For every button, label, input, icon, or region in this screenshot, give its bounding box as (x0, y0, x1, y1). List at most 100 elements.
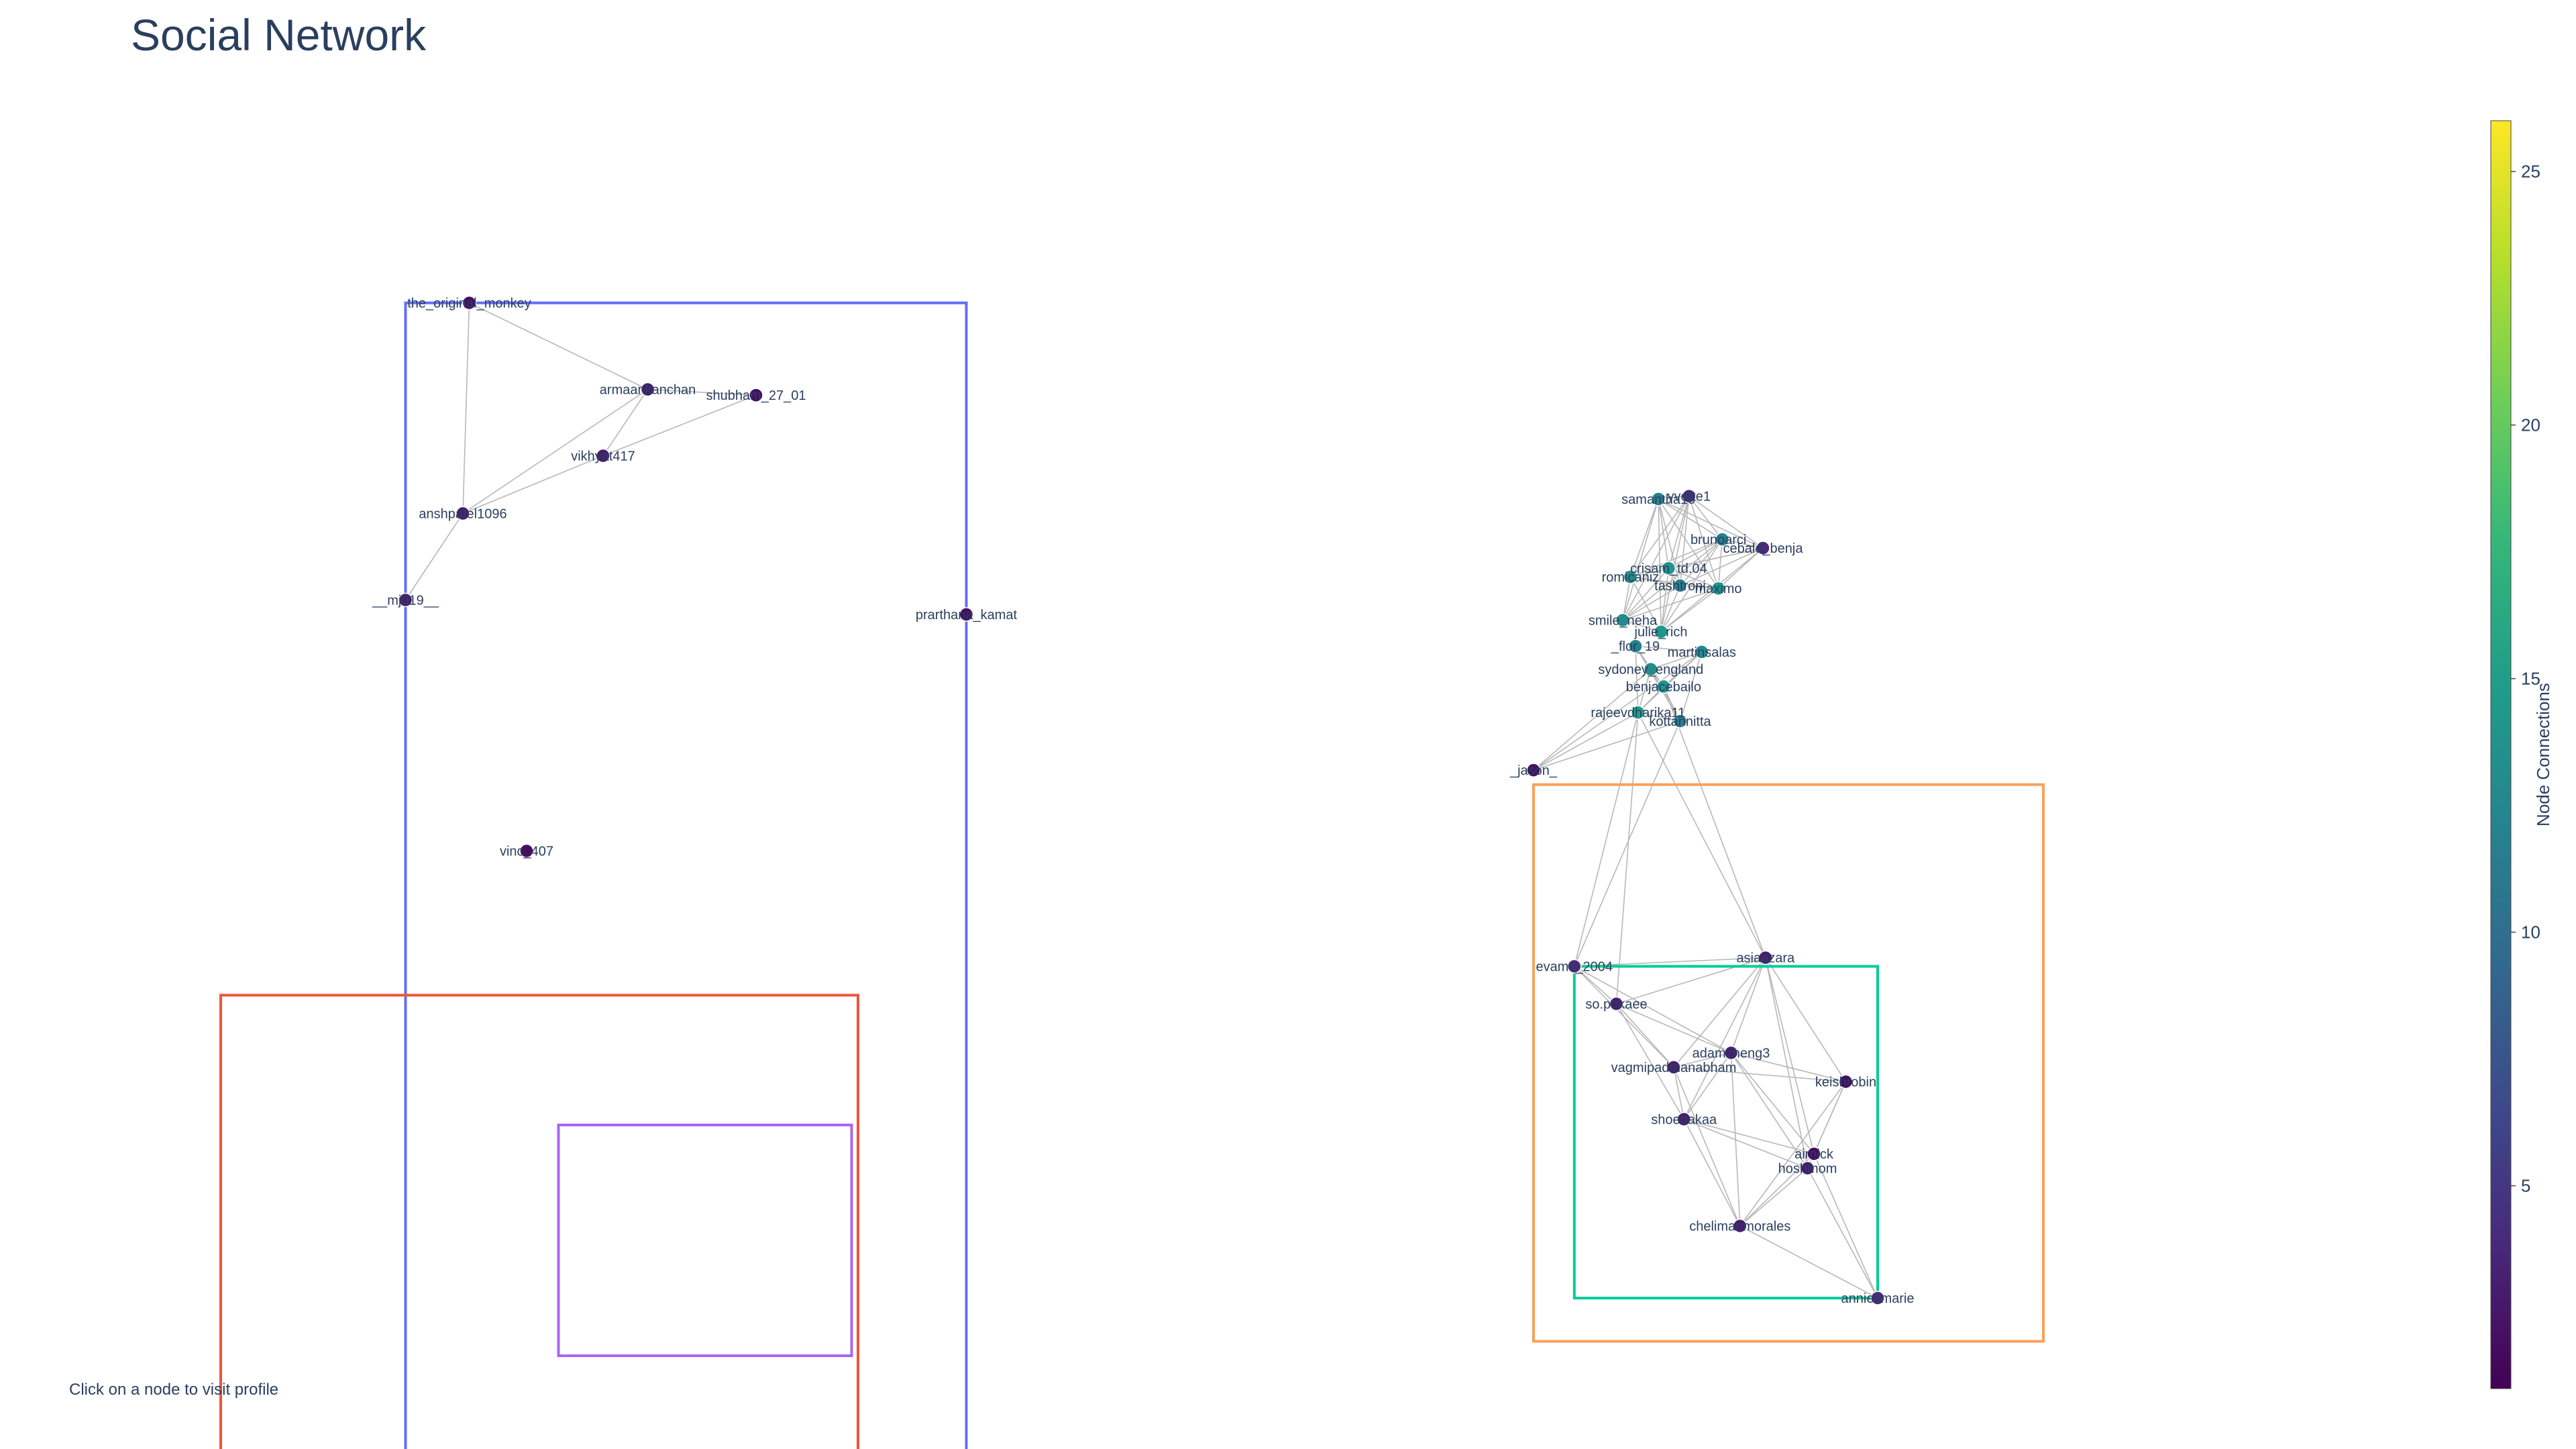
node-label: brunoarci_ (1690, 533, 1754, 547)
edge (1688, 496, 1719, 589)
edge (1574, 720, 1681, 967)
node-marker[interactable] (1800, 1161, 1815, 1176)
node-label: vinc_407 (500, 845, 553, 859)
edge (647, 388, 757, 396)
edge (1533, 720, 1680, 771)
edge (1574, 965, 1731, 1054)
edge (1622, 496, 1690, 621)
edge (1739, 1081, 1847, 1226)
node-marker[interactable] (1715, 532, 1729, 547)
edge (1658, 498, 1670, 569)
node-marker[interactable] (455, 506, 470, 521)
node-marker[interactable] (398, 592, 413, 608)
node-marker[interactable] (1631, 705, 1646, 720)
node-label: smile_neha (1589, 614, 1658, 629)
node-marker[interactable] (1723, 1045, 1739, 1061)
node-marker[interactable] (959, 607, 974, 622)
edge (1679, 539, 1723, 586)
node-marker[interactable] (1654, 624, 1668, 639)
node-label: benjacebailo (1626, 680, 1701, 694)
node-marker[interactable] (749, 388, 763, 402)
node-marker[interactable] (640, 382, 655, 397)
node-marker[interactable] (596, 448, 610, 464)
node-marker[interactable] (1756, 541, 1770, 555)
node-marker[interactable] (1733, 1218, 1748, 1234)
node-marker[interactable] (1651, 492, 1666, 506)
edge (1629, 496, 1690, 578)
edge (1765, 957, 1815, 1155)
colorbar-tick-label: 10 (2521, 922, 2540, 943)
edge (1731, 1052, 1846, 1083)
node-marker[interactable] (1870, 1291, 1885, 1305)
node-label: yvette1 (1668, 490, 1711, 504)
edge (1688, 496, 1723, 540)
node-marker[interactable] (1672, 578, 1688, 593)
edge (1658, 498, 1719, 589)
edge (1683, 957, 1766, 1120)
node-marker[interactable] (519, 843, 534, 859)
node-label: the_original_monkey (407, 297, 531, 311)
colorbar: 5 10 15 20 25 Node Connections (2490, 120, 2553, 1389)
edge (1574, 957, 1766, 967)
node-marker[interactable] (1682, 488, 1697, 504)
edge (1650, 651, 1703, 670)
edge (1660, 539, 1723, 633)
node-marker[interactable] (1695, 645, 1709, 659)
node-marker[interactable] (1656, 679, 1671, 694)
node-label: kottannitta (1649, 714, 1711, 729)
edge (462, 388, 648, 515)
edge (1616, 1003, 1731, 1054)
edge (1683, 1119, 1741, 1226)
edge (1668, 496, 1690, 569)
node-marker[interactable] (1615, 612, 1630, 628)
edge (469, 302, 648, 390)
edge (1673, 957, 1766, 1068)
edge (1673, 1067, 1846, 1083)
edge (1730, 1052, 1815, 1155)
edge (1679, 651, 1703, 722)
node-marker[interactable] (1623, 570, 1638, 584)
node-marker[interactable] (1628, 639, 1643, 653)
node-marker[interactable] (1758, 950, 1773, 965)
node-marker[interactable] (1838, 1074, 1854, 1089)
node-marker[interactable] (1661, 561, 1676, 576)
node-label: cebalo_benja (1723, 541, 1804, 556)
edge (1683, 1118, 1808, 1169)
node-marker[interactable] (1676, 1112, 1691, 1127)
node-marker[interactable] (1666, 1060, 1681, 1075)
node-label: romicaniz (1602, 570, 1660, 585)
edge (1660, 588, 1719, 633)
edge (1658, 498, 1764, 549)
node-marker[interactable] (1609, 996, 1624, 1012)
node-label: vagmipadmanabham (1611, 1061, 1737, 1075)
edge (1635, 645, 1702, 653)
node-marker[interactable] (1526, 763, 1541, 777)
colorbar-tick-label: 25 (2521, 162, 2540, 182)
cluster-box (557, 1124, 853, 1357)
node-label: keishrobin (1815, 1075, 1876, 1090)
edge (1615, 1003, 1684, 1120)
node-label: samantha19 (1621, 492, 1695, 507)
edge (1635, 646, 1639, 713)
edge (1813, 1153, 1878, 1299)
node-marker[interactable] (462, 295, 477, 311)
node-label: hoshmom (1778, 1162, 1837, 1177)
node-marker[interactable] (1672, 714, 1688, 729)
edge (462, 455, 604, 515)
edge (1622, 585, 1680, 621)
node-label: _jason_ (1509, 763, 1558, 778)
colorbar-ticks: 5 10 15 20 25 (2511, 162, 2540, 1196)
edge (1679, 496, 1690, 586)
node-marker[interactable] (1567, 959, 1582, 974)
node-marker[interactable] (1644, 661, 1658, 677)
node-label: __mj019__ (372, 593, 439, 608)
node-label: evamc_2004 (1536, 960, 1613, 975)
node-marker[interactable] (1807, 1146, 1821, 1161)
edge (405, 513, 464, 600)
colorbar-gradient (2490, 120, 2512, 1389)
edge (1688, 495, 1764, 549)
node-marker[interactable] (1711, 581, 1726, 596)
colorbar-title: Node Connections (2533, 683, 2553, 826)
node-label: anniekmarie (1841, 1291, 1915, 1306)
